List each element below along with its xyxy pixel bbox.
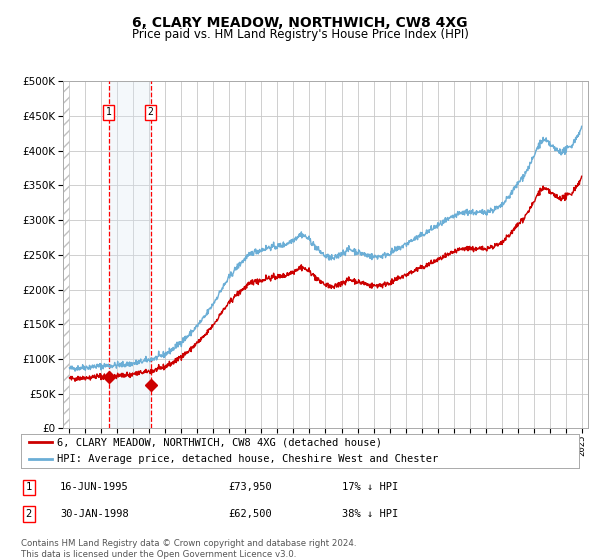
Text: 1: 1	[106, 108, 112, 118]
Text: 16-JUN-1995: 16-JUN-1995	[60, 482, 129, 492]
Text: Contains HM Land Registry data © Crown copyright and database right 2024.
This d: Contains HM Land Registry data © Crown c…	[21, 539, 356, 559]
Text: HPI: Average price, detached house, Cheshire West and Chester: HPI: Average price, detached house, Ches…	[57, 454, 439, 464]
Text: 17% ↓ HPI: 17% ↓ HPI	[342, 482, 398, 492]
Text: 30-JAN-1998: 30-JAN-1998	[60, 509, 129, 519]
Text: 2: 2	[148, 108, 154, 118]
Text: 1: 1	[26, 482, 32, 492]
Text: £62,500: £62,500	[228, 509, 272, 519]
Text: £73,950: £73,950	[228, 482, 272, 492]
Text: 38% ↓ HPI: 38% ↓ HPI	[342, 509, 398, 519]
Text: 2: 2	[26, 509, 32, 519]
Text: 6, CLARY MEADOW, NORTHWICH, CW8 4XG (detached house): 6, CLARY MEADOW, NORTHWICH, CW8 4XG (det…	[57, 437, 382, 447]
Text: Price paid vs. HM Land Registry's House Price Index (HPI): Price paid vs. HM Land Registry's House …	[131, 28, 469, 41]
Text: 6, CLARY MEADOW, NORTHWICH, CW8 4XG: 6, CLARY MEADOW, NORTHWICH, CW8 4XG	[132, 16, 468, 30]
Bar	[109, 81, 151, 428]
